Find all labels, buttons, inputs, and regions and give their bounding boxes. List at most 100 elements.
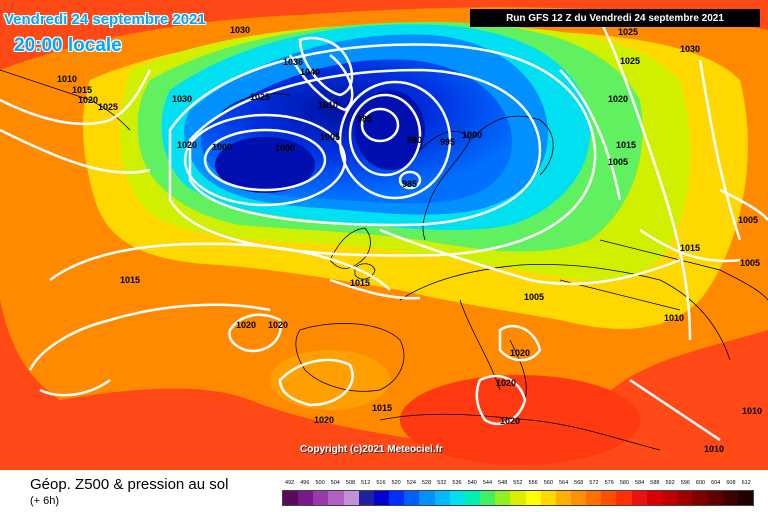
legend-swatch: [434, 491, 450, 505]
legend-label: 528: [421, 480, 432, 486]
pressure-label: 1015: [120, 275, 140, 285]
legend-swatch: [373, 491, 390, 505]
legend-label: 576: [604, 480, 614, 486]
pressure-label: 1020: [500, 416, 520, 426]
legend-swatch: [586, 491, 602, 505]
pressure-label: 1015: [72, 85, 92, 95]
field-core-blue-west: [215, 137, 315, 193]
legend-label: 564: [558, 480, 569, 486]
forecast-date: Vendredi 24 septembre 2021: [4, 11, 206, 28]
pressure-label: 1010: [664, 313, 684, 323]
pressure-label: 1015: [680, 243, 700, 253]
legend-label: 532: [437, 480, 447, 486]
legend-swatch: [419, 491, 435, 505]
legend-swatch: [464, 491, 481, 505]
pressure-label: 1030: [230, 25, 250, 35]
legend-label: 552: [513, 480, 523, 486]
legend-swatch: [570, 491, 587, 505]
pressure-label: 1000: [275, 143, 295, 153]
legend-scale-labels: 492 496 500 504 508 512 516 520 524 528 532 536 540 5…: [282, 478, 754, 488]
pressure-label: 1020: [268, 320, 288, 330]
pressure-label: 1015: [350, 278, 370, 288]
pressure-label: 1005: [524, 292, 544, 302]
pressure-label: 1000: [462, 130, 482, 140]
pressure-label: 1020: [236, 320, 256, 330]
field-warm-mediterranean: [400, 375, 640, 465]
legend-label: 540: [467, 480, 477, 486]
pressure-label: 1025: [620, 56, 640, 66]
pressure-label: 1025: [250, 92, 270, 102]
legend-swatch: [313, 491, 329, 505]
model-run-banner: Run GFS 12 Z du Vendredi 24 septembre 20…: [470, 9, 760, 27]
legend-swatch: [555, 491, 571, 505]
pressure-label: 1010: [318, 100, 338, 110]
pressure-label: 1020: [496, 378, 516, 388]
legend-label: 524: [406, 480, 416, 486]
isobars: [0, 19, 768, 442]
pressure-label: 995: [440, 137, 455, 147]
legend-swatch: [495, 491, 511, 505]
pressure-label: 1030: [680, 44, 700, 54]
legend-swatch: [616, 491, 632, 505]
pressure-label: 985: [402, 179, 417, 189]
legend-label: 536: [452, 480, 462, 486]
legend-label: 492: [285, 480, 295, 486]
legend-label: 612: [741, 480, 751, 486]
pressure-label: 1020: [314, 415, 334, 425]
pressure-label: 1020: [608, 94, 628, 104]
legend-label: 584: [635, 480, 645, 486]
legend-swatch: [525, 491, 541, 505]
legend-label: 556: [528, 480, 538, 486]
legend-swatch: [328, 491, 344, 505]
legend-label: 508: [345, 480, 356, 486]
legend-label: 568: [574, 480, 584, 486]
legend-label: 500: [315, 480, 325, 486]
pressure-label: 1010: [742, 406, 762, 416]
pressure-label: 1030: [172, 94, 192, 104]
forecast-offset: (+ 6h): [30, 495, 60, 507]
legend-label: 560: [543, 480, 553, 486]
legend-swatch: [389, 491, 405, 505]
pressure-label: 985: [357, 114, 372, 124]
pressure-label: 1015: [372, 403, 392, 413]
legend-swatch: [722, 491, 738, 505]
legend-swatch: [510, 491, 526, 505]
pressure-label: 1010: [704, 444, 724, 454]
map-title: Géop. Z500 & pression au sol: [30, 476, 229, 493]
pressure-label: 1005: [320, 132, 340, 142]
pressure-label: 1020: [177, 140, 197, 150]
legend-swatch: [677, 491, 693, 505]
legend-label: 496: [300, 480, 310, 486]
pressure-label: 1036: [283, 57, 303, 67]
legend-label: 572: [589, 480, 599, 486]
legend-label: 600: [695, 480, 706, 486]
legend-swatch: [358, 491, 374, 505]
legend-swatch: [631, 491, 647, 505]
pressure-label: 1000: [212, 142, 232, 152]
legend-swatch: [298, 491, 314, 505]
legend-swatch: [601, 491, 617, 505]
legend-swatch: [661, 491, 678, 505]
legend-label: 608: [726, 480, 736, 486]
pressure-labels: 1030 1010 1015 1020 1025 1030 1025 1040 …: [57, 25, 762, 454]
copyright-text: Copyright (c)2021 Meteociel.fr: [300, 444, 443, 455]
pressure-label: 1015: [616, 140, 636, 150]
pressure-label: 1005: [608, 157, 628, 167]
legend-swatch: [737, 491, 753, 505]
legend-swatch: [540, 491, 556, 505]
pressure-label: 1005: [740, 258, 760, 268]
weather-map: 1030 1010 1015 1020 1025 1030 1025 1040 …: [0, 0, 768, 470]
legend-swatch: [404, 491, 420, 505]
pressure-label: 1005: [738, 215, 758, 225]
pressure-label: 1025: [98, 102, 118, 112]
pressure-label: 1020: [510, 348, 530, 358]
pressure-label: 990: [407, 135, 422, 145]
legend-label: 596: [680, 480, 690, 486]
legend-label: 588: [650, 480, 660, 486]
legend-label: 544: [482, 480, 493, 486]
pressure-label: 1010: [57, 74, 77, 84]
legend-swatch: [692, 491, 708, 505]
forecast-local-time: 20:00 locale: [14, 35, 122, 56]
legend-swatch: [646, 491, 662, 505]
